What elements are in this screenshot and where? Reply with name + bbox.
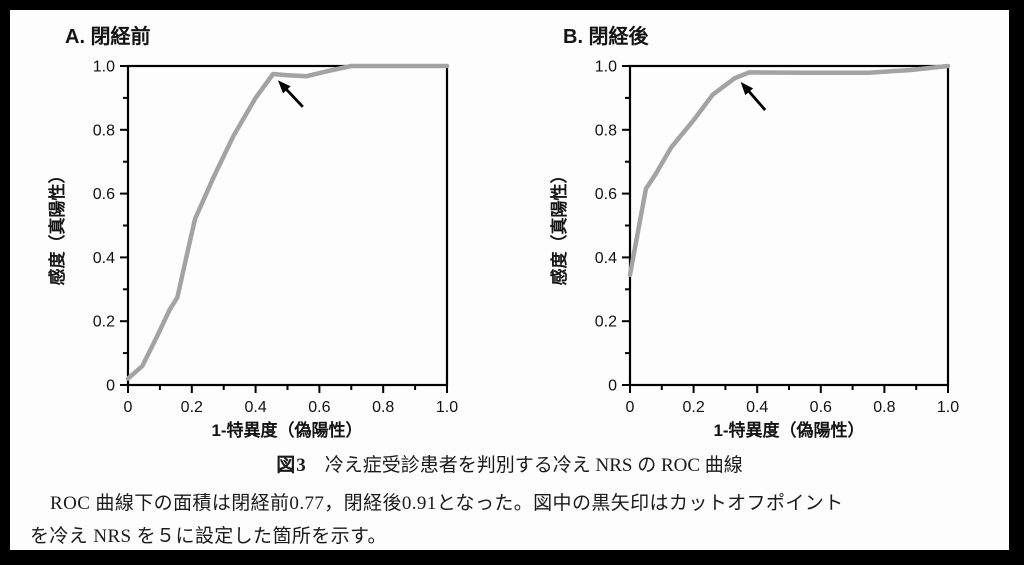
panel-a-title: A. 閉経前 bbox=[65, 26, 151, 48]
panel-a-y-axis-label: 感度（真陽性） bbox=[47, 167, 67, 286]
x-tick-label: 0 bbox=[626, 399, 635, 416]
x-tick-label: 0.2 bbox=[682, 399, 704, 416]
roc-plot-a: 00 0.2 0.2 0.4 0.4 0.6 0.6 0.8 0.8 1.0 1.0 bbox=[93, 59, 458, 417]
x-tick-label: 0 bbox=[124, 399, 133, 416]
y-tick-label: 0 bbox=[608, 378, 617, 395]
roc-plots-canvas: 感度（真陽性） 感度（真陽性） 1-特異度（偽陽性） 1-特異度（偽陽性） 00… bbox=[47, 59, 959, 441]
x-tick-label: 0.6 bbox=[308, 399, 330, 416]
x-tick-label: 0.4 bbox=[244, 399, 266, 416]
y-tick-label: 1.0 bbox=[595, 59, 617, 76]
y-tick-label: 0.6 bbox=[93, 186, 115, 203]
x-tick-label: 0.8 bbox=[372, 399, 394, 416]
figure-caption: 図3 冷え症受診患者を判別する冷え NRS の ROC 曲線 bbox=[10, 450, 1009, 477]
cutoff-arrow-head bbox=[740, 81, 754, 96]
y-tick-label: 0.4 bbox=[93, 250, 115, 267]
y-tick-label: 0.2 bbox=[93, 314, 115, 331]
figure-note: ROC 曲線下の面積は閉経前0.77，閉経後0.91となった。図中の黒矢印はカッ… bbox=[30, 487, 992, 553]
note-line-2: を冷え NRS を５に設定した箇所を示す。 bbox=[30, 526, 387, 547]
y-tick-label: 0.4 bbox=[595, 250, 617, 267]
y-tick-label: 0 bbox=[106, 378, 115, 395]
figure-title-text: 冷え症受診患者を判別する冷え NRS の ROC 曲線 bbox=[324, 455, 743, 476]
roc-plot-b: 00 0.2 0.2 0.4 0.4 0.6 0.6 0.8 0.8 1.0 1.0 bbox=[595, 59, 959, 417]
y-tick-label: 0.8 bbox=[93, 122, 115, 139]
roc-curve bbox=[627, 63, 951, 278]
x-tick-label: 1.0 bbox=[937, 399, 959, 416]
panel-b-y-axis-label: 感度（真陽性） bbox=[549, 167, 569, 286]
y-tick-label: 0.6 bbox=[595, 186, 617, 203]
x-tick-label: 0.2 bbox=[181, 399, 203, 416]
roc-curve bbox=[125, 63, 450, 381]
panel-a-x-axis-label: 1-特異度（偽陽性） bbox=[211, 420, 362, 440]
panel-b-title: B. 閉経後 bbox=[563, 26, 649, 48]
figure-sheet: A. 閉経前 B. 閉経後 感度（真陽性） 感度（真陽性） 1-特異度（偽陽性）… bbox=[10, 10, 1009, 550]
y-tick-label: 0.8 bbox=[595, 122, 617, 139]
plot-frame bbox=[628, 64, 950, 387]
x-tick-label: 0.8 bbox=[873, 399, 895, 416]
panel-b-x-axis-label: 1-特異度（偽陽性） bbox=[713, 420, 864, 440]
y-tick-label: 1.0 bbox=[93, 59, 115, 76]
cutoff-arrow-head bbox=[277, 80, 291, 94]
plot-frame bbox=[126, 64, 449, 387]
x-tick-label: 1.0 bbox=[436, 399, 458, 416]
figure-number: 図3 bbox=[276, 455, 307, 476]
y-tick-label: 0.2 bbox=[595, 314, 617, 331]
x-tick-label: 0.6 bbox=[810, 399, 832, 416]
note-line-1: ROC 曲線下の面積は閉経前0.77，閉経後0.91となった。図中の黒矢印はカッ… bbox=[50, 493, 844, 514]
x-tick-label: 0.4 bbox=[746, 399, 768, 416]
